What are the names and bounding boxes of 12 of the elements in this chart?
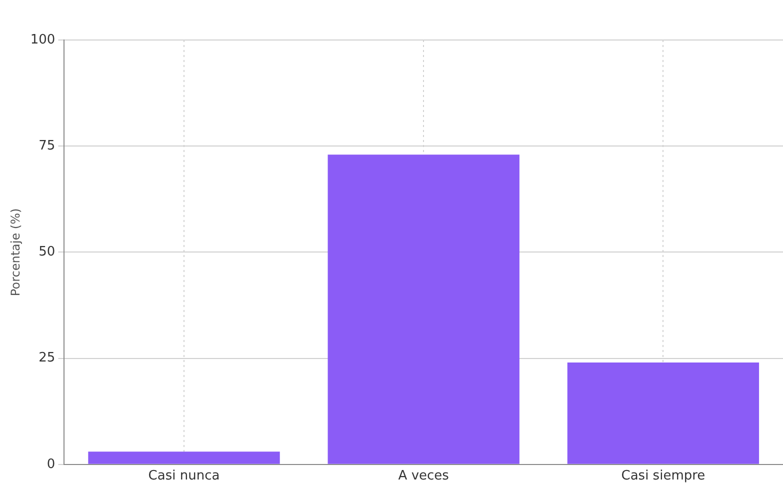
y-axis-title: Porcentaje (%)	[8, 208, 22, 296]
bar	[88, 452, 280, 464]
x-tick-label: Casi nunca	[148, 468, 220, 484]
y-tick-label: 50	[38, 244, 56, 260]
x-tick-label: A veces	[398, 468, 450, 484]
y-tick-label: 25	[38, 350, 56, 366]
y-tick-label: 0	[46, 456, 56, 472]
bar	[328, 154, 520, 464]
y-tick-label: 100	[30, 32, 56, 48]
x-tick-label: Casi siempre	[621, 468, 706, 484]
bar	[567, 362, 760, 464]
y-tick-label: 75	[38, 138, 56, 154]
